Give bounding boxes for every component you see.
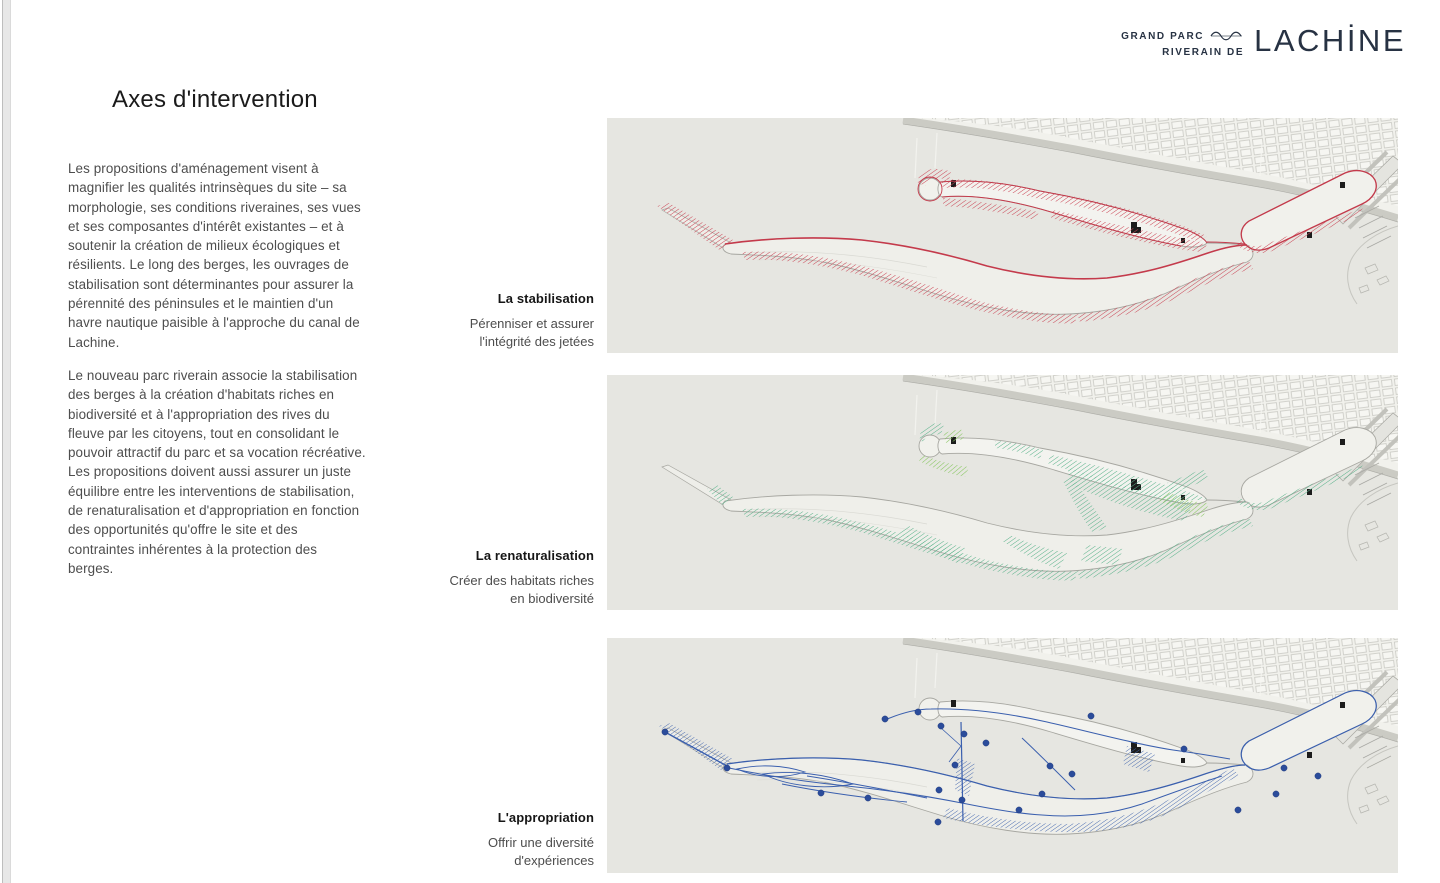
wave-icon	[1210, 28, 1244, 46]
appropriation-nodes	[661, 708, 1322, 826]
brand-line-2: RIVERAIN DE	[1162, 47, 1245, 58]
brand-wordmark: LACHİNE	[1254, 23, 1406, 58]
appropriation-paths	[664, 690, 1377, 822]
appropriation-hatch	[659, 723, 1239, 833]
section-description: Créer des habitats riches en biodiversit…	[449, 573, 594, 607]
brand-logo: GRAND PARC RIVERAIN DE LACHİNE	[1121, 24, 1406, 60]
section-label: L'appropriation	[497, 810, 594, 825]
stabilisation-hatch	[657, 168, 1363, 324]
section-label: La stabilisation	[497, 291, 594, 306]
brand-logo-smalltext: GRAND PARC RIVERAIN DE	[1121, 24, 1244, 60]
section-description: Offrir une diversité d'expériences	[488, 835, 594, 869]
section-renaturalisation: La renaturalisation Créer des habitats r…	[394, 548, 594, 608]
intro-text: Les propositions d'aménagement visent à …	[68, 159, 366, 592]
section-stabilisation: La stabilisation Pérenniser et assurer l…	[394, 291, 594, 351]
map-renaturalisation	[607, 375, 1398, 610]
map-stabilisation	[607, 118, 1398, 353]
intro-paragraph-1: Les propositions d'aménagement visent à …	[68, 161, 361, 350]
brand-line-1: GRAND PARC	[1121, 31, 1205, 42]
section-appropriation: L'appropriation Offrir une diversité d'e…	[394, 810, 594, 870]
map-appropriation	[607, 638, 1398, 873]
section-label: La renaturalisation	[475, 548, 594, 563]
stabilisation-lines	[724, 169, 1377, 280]
intro-paragraph-2: Le nouveau parc riverain associe la stab…	[68, 367, 366, 576]
section-description: Pérenniser et assurer l'intégrité des je…	[469, 316, 594, 350]
renaturalisation-hatch	[707, 423, 1363, 581]
renaturalisation-hatch-bright	[919, 429, 1209, 517]
page-title: Axes d'intervention	[112, 86, 318, 113]
viewer-edge-strip	[2, 0, 11, 883]
